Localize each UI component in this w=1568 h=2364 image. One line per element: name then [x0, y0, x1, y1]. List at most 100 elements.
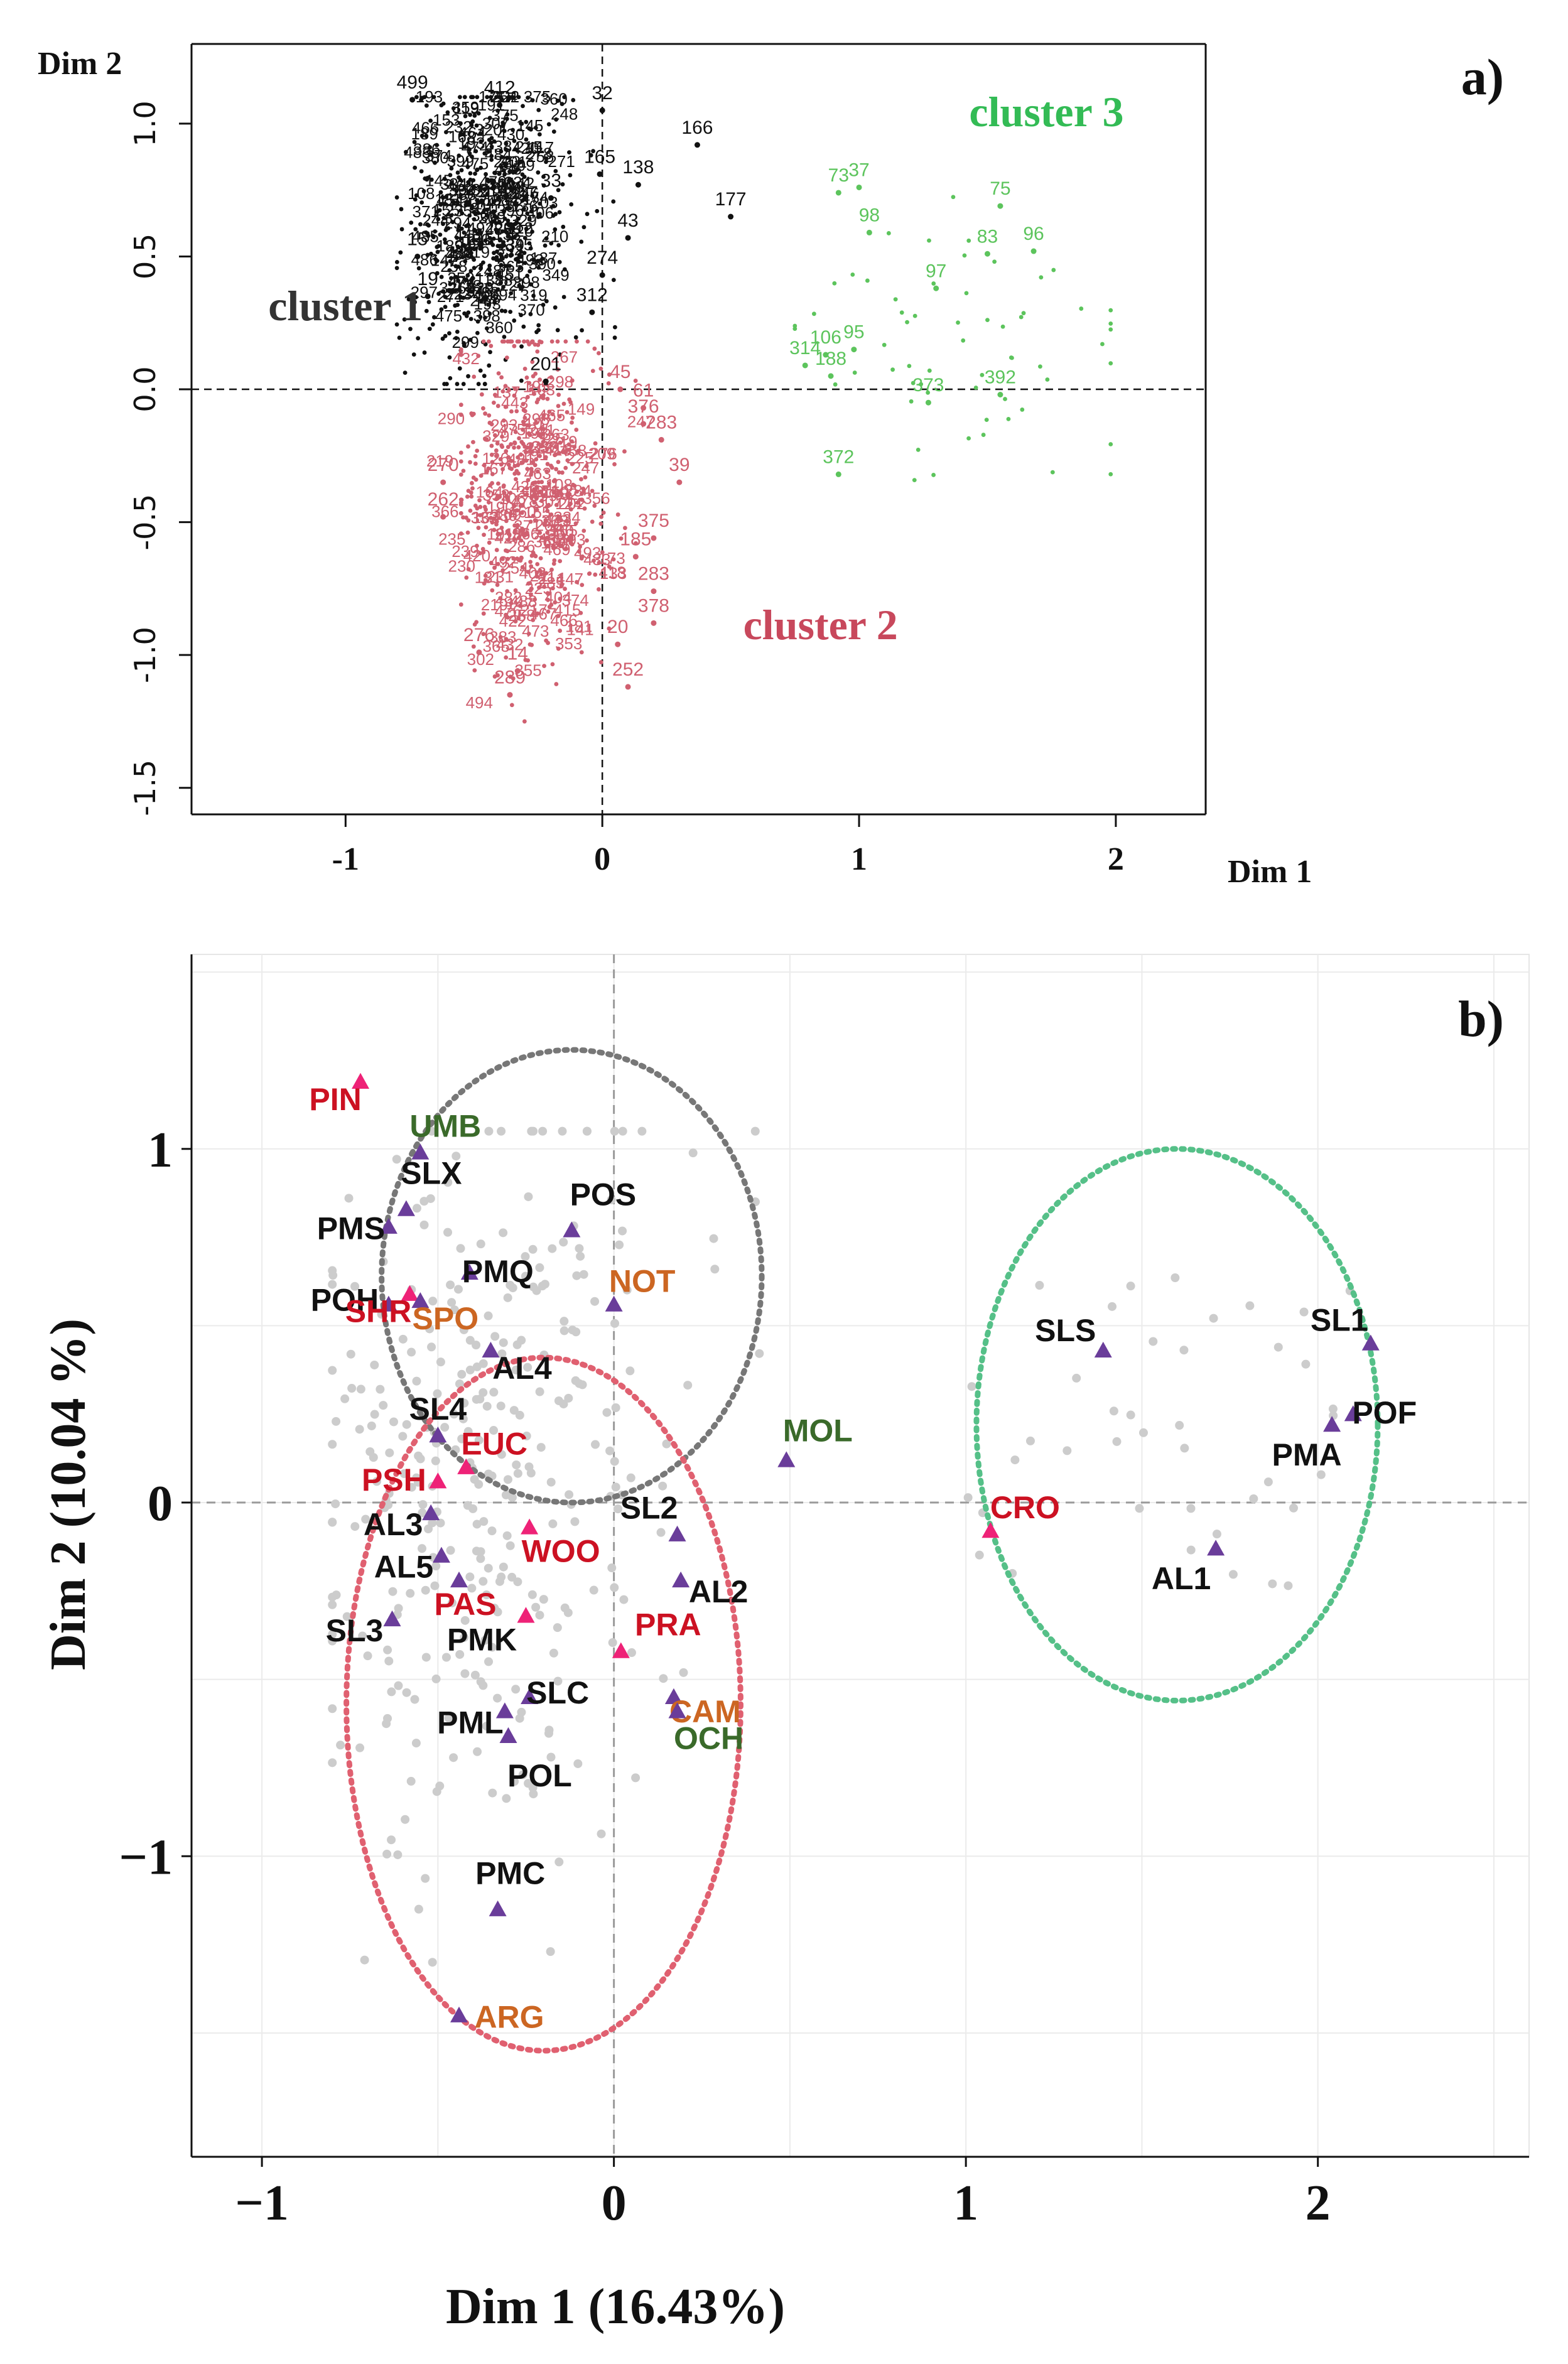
cluster-2-point	[554, 467, 558, 472]
panel-b-point-label: UMB	[409, 1108, 481, 1143]
cluster-2-point	[465, 530, 470, 535]
cluster-2-label-texture: 239	[451, 542, 479, 561]
cluster-1-point	[494, 95, 499, 100]
cluster-2-point	[570, 439, 575, 444]
panel-a-point	[658, 436, 664, 443]
cluster-2-point	[585, 538, 589, 543]
panel-b-background-point	[412, 1376, 421, 1386]
panel-a-point-label: 32	[592, 83, 612, 104]
panel-b-background-point	[570, 1517, 580, 1526]
cluster-2-point	[496, 371, 501, 376]
cluster-1-point	[475, 231, 480, 236]
cluster-1-point	[466, 310, 471, 315]
panel-b-triangle-marker	[612, 1642, 630, 1658]
panel-a-point-label: 166	[681, 117, 713, 138]
cluster-2-label-texture: 147	[506, 594, 533, 613]
cluster-2-point	[500, 467, 505, 472]
panel-b-point-label: AL1	[1152, 1561, 1211, 1596]
cluster-2-point	[513, 429, 518, 434]
panel-b-background-point	[383, 1645, 392, 1654]
panel-b-background-point	[627, 1648, 636, 1658]
cluster-1-point	[581, 225, 587, 230]
cluster-2-point	[549, 339, 554, 344]
cluster-1-point	[462, 95, 467, 100]
cluster-1-point	[498, 274, 503, 279]
cluster-1-point	[458, 236, 463, 241]
cluster-2-label-texture: 366	[512, 524, 539, 543]
panel-b-triangle-marker	[672, 1571, 690, 1588]
panel-b-background-point	[443, 1228, 453, 1237]
cluster-2-point	[466, 567, 471, 571]
panel-b-background-point	[553, 1623, 562, 1633]
cluster-1-label-texture: 224	[504, 173, 531, 192]
panel-b-background-point	[625, 1366, 635, 1376]
cluster-1-point	[475, 330, 480, 335]
panel-b-background-point	[679, 1668, 688, 1677]
cluster-1-point	[412, 139, 417, 144]
cluster-2-point	[538, 489, 543, 494]
cluster-2-point	[513, 619, 518, 623]
panel-b-background-point	[546, 1947, 555, 1957]
cluster-1-point	[441, 222, 445, 226]
panel-a-point-label: 372	[823, 446, 854, 467]
panel-b-background-point	[476, 1547, 485, 1557]
panel-b-background-point	[710, 1265, 720, 1274]
panel-a-point	[632, 554, 639, 560]
panel-b-x-tick-label: −1	[235, 2176, 289, 2231]
cluster-2-point	[528, 387, 533, 392]
cluster-2-point	[572, 445, 577, 450]
cluster-2-point	[585, 339, 590, 344]
panel-b-background-point	[535, 1387, 544, 1396]
cluster-1-point	[443, 305, 448, 310]
cluster-2-point	[482, 581, 487, 586]
cluster-2-label-texture: 471	[532, 482, 559, 500]
cluster-2-point	[489, 343, 494, 348]
panel-b-background-point	[538, 1282, 547, 1291]
cluster-1-label-texture: 451	[496, 265, 523, 284]
panel-a-point-label: 33	[541, 170, 561, 191]
cluster-2-label-texture: 371	[514, 517, 541, 536]
cluster-2-point	[538, 377, 543, 382]
cluster-2-point	[524, 492, 529, 497]
panel-b-triangle-marker	[777, 1451, 796, 1467]
cluster-2-label-texture: 402	[519, 563, 546, 582]
panel-b-point-label: AL4	[492, 1351, 552, 1386]
cluster-2-point	[555, 339, 560, 344]
panel-b-background-point	[414, 1904, 423, 1914]
cluster-2-point	[558, 544, 563, 549]
cluster-2-point	[549, 602, 554, 607]
cluster-2-point	[471, 644, 476, 649]
cluster-2-point	[490, 460, 495, 465]
panel-b-background-point	[418, 1508, 427, 1518]
cluster-1-point	[454, 336, 458, 340]
panel-b-background-point	[328, 1518, 337, 1527]
panel-b-background-point	[499, 1562, 508, 1572]
cluster-2-label-texture: 165	[551, 521, 578, 540]
cluster-1-point	[507, 169, 512, 174]
cluster-1-point	[511, 235, 515, 240]
panel-b-background-point	[523, 1363, 533, 1372]
cluster-1-point	[432, 315, 436, 320]
cluster-1-point	[463, 144, 468, 149]
cluster-1-label-texture: 320	[475, 121, 502, 139]
panel-b-background-point	[467, 1584, 477, 1593]
panel-a-point	[651, 535, 657, 541]
cluster-1-point	[500, 124, 505, 129]
cluster-1-point	[458, 95, 462, 100]
cluster-1-label-texture: 485	[411, 227, 438, 246]
panel-b-background-point	[1328, 1404, 1338, 1413]
panel-a-y-tick-label: 0.5	[128, 234, 162, 279]
cluster-1-point	[435, 143, 439, 148]
cluster-2-label-texture: 365	[482, 637, 509, 656]
cluster-1-point	[426, 300, 431, 305]
cluster-2-label-texture: 363	[541, 512, 568, 531]
cluster-1-label-texture: 320	[488, 175, 515, 194]
cluster-1-point	[419, 200, 424, 205]
panel-a-point	[599, 272, 605, 278]
cluster-1-point	[530, 98, 535, 103]
cluster-2-point	[475, 506, 480, 511]
cluster-1-point	[458, 132, 463, 137]
cluster-1-label-texture: 481	[504, 190, 531, 208]
panel-b-background-point	[456, 1244, 465, 1253]
cluster-1-point	[424, 308, 429, 313]
